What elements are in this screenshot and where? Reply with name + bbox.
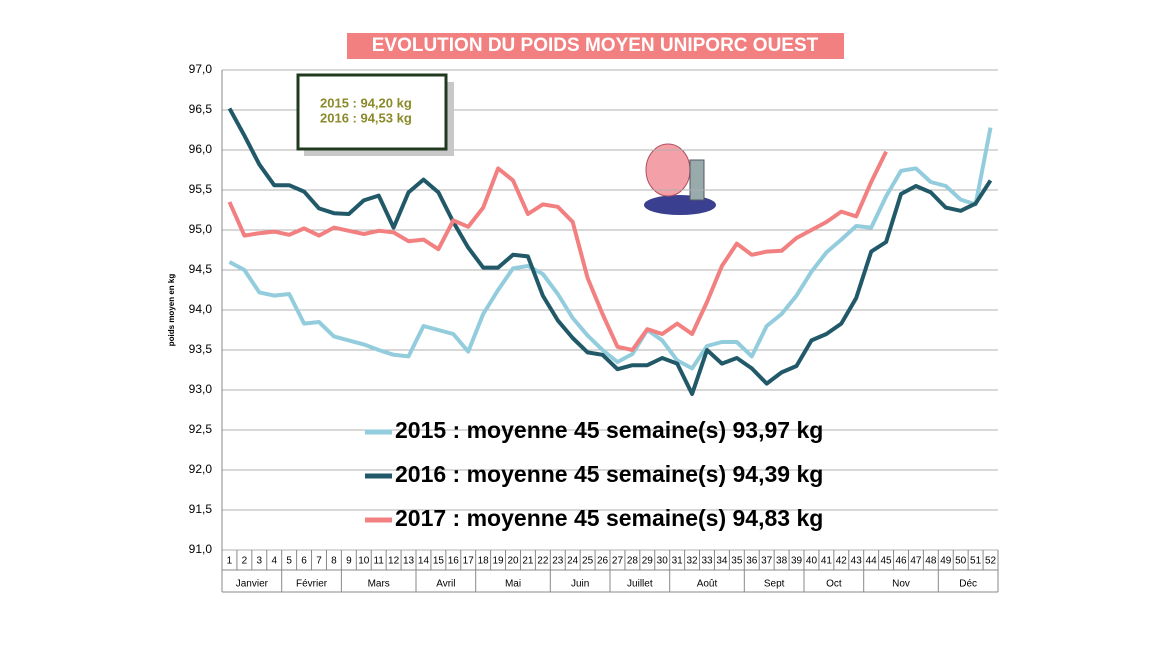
x-tick-label: 47 [910,556,922,567]
x-tick-label: 41 [821,556,833,567]
x-tick-label: 7 [316,556,322,567]
chart-title: EVOLUTION DU POIDS MOYEN UNIPORC OUEST [372,35,819,56]
x-tick-label: 32 [687,556,699,567]
x-tick-label: 46 [895,556,907,567]
x-tick-label: 1 [227,556,233,567]
y-tick-label: 91,0 [189,542,213,556]
x-tick-label: 16 [448,556,460,567]
x-tick-label: 13 [403,556,415,567]
x-tick-label: 44 [866,556,878,567]
x-tick-label: 36 [746,556,758,567]
x-tick-label: 43 [851,556,863,567]
month-label: Oct [826,579,842,590]
legend-label: 2016 : moyenne 45 semaine(s) 94,39 kg [395,461,823,487]
y-tick-label: 96,5 [189,102,213,116]
x-tick-label: 22 [537,556,549,567]
x-tick-label: 45 [881,556,893,567]
x-tick-label: 27 [612,556,624,567]
x-tick-label: 19 [493,556,505,567]
x-tick-label: 50 [955,556,967,567]
annotation-box [296,73,448,151]
x-tick-label: 28 [627,556,639,567]
month-label: Nov [892,579,910,590]
x-tick-label: 17 [463,556,475,567]
x-tick-label: 15 [433,556,445,567]
x-tick-label: 2 [242,556,248,567]
x-tick-label: 25 [582,556,594,567]
month-label: Août [697,579,718,590]
x-tick-label: 10 [358,556,370,567]
y-axis-label: poids moyen en kg [167,274,176,347]
x-tick-label: 48 [925,556,937,567]
x-tick-label: 37 [761,556,773,567]
x-tick-label: 31 [672,556,684,567]
x-tick-label: 23 [552,556,564,567]
x-tick-label: 5 [286,556,292,567]
x-tick-label: 51 [970,556,982,567]
month-label: Janvier [236,579,269,590]
month-label: Février [296,579,328,590]
x-tick-label: 35 [731,556,743,567]
y-tick-label: 94,0 [189,302,213,316]
legend-label: 2017 : moyenne 45 semaine(s) 94,83 kg [395,505,823,531]
x-tick-label: 38 [776,556,788,567]
series-line [227,107,993,396]
x-tick-label: 26 [597,556,609,567]
x-tick-label: 4 [271,556,277,567]
x-tick-label: 52 [985,556,997,567]
month-label: Juillet [627,579,653,590]
x-tick-label: 18 [478,556,490,567]
x-tick-label: 12 [388,556,400,567]
month-label: Déc [959,579,977,590]
title-background [347,33,844,59]
x-tick-label: 24 [567,556,579,567]
y-tick-label: 92,0 [189,462,213,476]
annotation-text: 2015 : 94,20 kg [320,95,412,110]
x-tick-label: 42 [836,556,848,567]
series-line [227,150,888,352]
x-tick-label: 6 [301,556,307,567]
annotation-text: 2016 : 94,53 kg [320,110,412,125]
month-label: Mars [368,579,390,590]
x-tick-label: 8 [331,556,337,567]
legend-label: 2015 : moyenne 45 semaine(s) 93,97 kg [395,417,823,443]
x-tick-label: 34 [716,556,728,567]
x-tick-label: 3 [257,556,263,567]
x-tick-label: 33 [701,556,713,567]
y-tick-label: 93,5 [189,342,213,356]
x-tick-label: 39 [791,556,803,567]
x-tick-label: 29 [642,556,654,567]
month-label: Avril [436,579,455,590]
x-tick-label: 11 [373,556,384,567]
x-tick-label: 9 [346,556,352,567]
y-tick-label: 95,0 [189,222,213,236]
month-label: Mai [505,579,521,590]
y-tick-label: 91,5 [189,502,213,516]
y-tick-label: 92,5 [189,422,213,436]
month-label: Sept [764,579,785,590]
y-tick-label: 93,0 [189,382,213,396]
y-tick-label: 94,5 [189,262,213,276]
y-tick-label: 97,0 [189,62,213,76]
x-tick-label: 20 [507,556,519,567]
x-tick-label: 14 [418,556,430,567]
month-label: Juin [571,579,589,590]
x-tick-label: 30 [657,556,669,567]
x-tick-label: 21 [522,556,534,567]
x-tick-label: 40 [806,556,818,567]
y-tick-label: 96,0 [189,142,213,156]
series-line [228,127,993,371]
pig-icon [644,143,716,215]
y-tick-label: 95,5 [189,182,213,196]
x-tick-label: 49 [940,556,952,567]
